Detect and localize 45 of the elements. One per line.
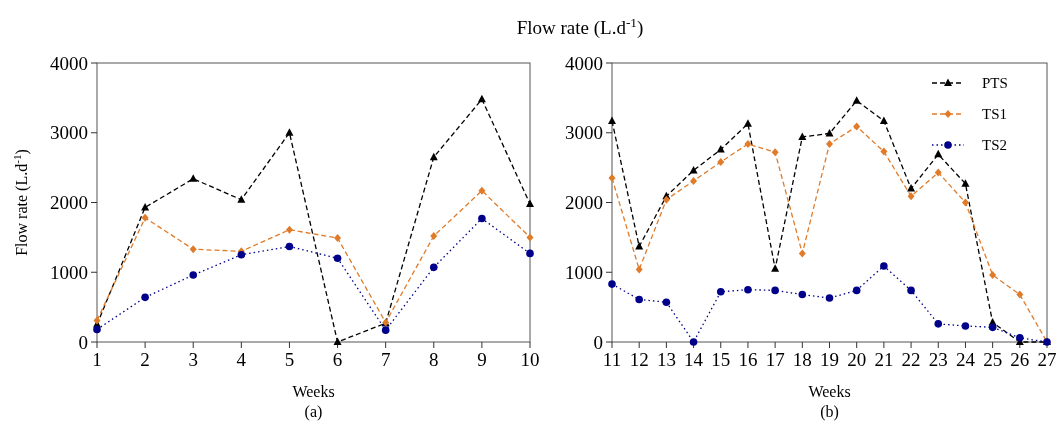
x-tick-label: 25 [983, 349, 1003, 370]
x-tick-label: 7 [380, 349, 391, 370]
x-tick-label: 23 [928, 349, 948, 370]
x-tick-label: 17 [765, 349, 785, 370]
x-tick-label: 10 [520, 349, 540, 370]
x-axis-title: Weeks [808, 383, 851, 400]
x-tick-label: 5 [284, 349, 295, 370]
x-tick-label: 24 [955, 349, 976, 370]
x-tick-label: 14 [684, 349, 704, 370]
x-tick-label: 21 [874, 349, 894, 370]
text: (a) [304, 403, 323, 421]
x-tick-label: 16 [738, 349, 758, 370]
x-tick-label: 19 [820, 349, 839, 370]
x-tick-label: 9 [477, 349, 487, 370]
x-tick-label: 27 [1037, 349, 1057, 370]
y-tick-label: 3000 [565, 122, 603, 144]
text: (b) [820, 403, 839, 421]
x-tick-label: 6 [332, 349, 343, 370]
legend-label: PTS [982, 75, 1008, 92]
x-axis-title: Weeks [292, 383, 335, 400]
y-tick-label: 4000 [565, 52, 603, 74]
x-tick-label: 11 [602, 349, 622, 370]
x-tick-label: 4 [236, 349, 247, 370]
y-tick-label: 0 [593, 331, 603, 353]
x-tick-label: 2 [140, 349, 150, 370]
text: Flow rate (L.d$^{-1}$) [516, 14, 644, 39]
x-tick-label: 12 [629, 349, 649, 370]
y-tick-label: 4000 [50, 52, 88, 74]
y-tick-label: 0 [78, 331, 88, 353]
x-tick-label: 20 [847, 349, 867, 370]
y-tick-label: 2000 [565, 192, 603, 214]
y-tick-label: 3000 [50, 122, 88, 144]
y-tick-label: 2000 [50, 192, 88, 214]
x-tick-label: 26 [1010, 349, 1030, 370]
x-tick-label: 15 [711, 349, 731, 370]
x-tick-label: 3 [188, 349, 198, 370]
x-tick-label: 1 [92, 349, 102, 370]
legend-label: TS1 [982, 106, 1008, 123]
x-tick-label: 18 [792, 349, 812, 370]
x-tick-label: 22 [901, 349, 921, 370]
x-tick-label: 13 [656, 349, 676, 370]
y-tick-label: 1000 [565, 261, 603, 283]
y-tick-label: 1000 [50, 261, 88, 283]
x-tick-label: 8 [429, 349, 439, 370]
legend-label: TS2 [982, 137, 1008, 154]
